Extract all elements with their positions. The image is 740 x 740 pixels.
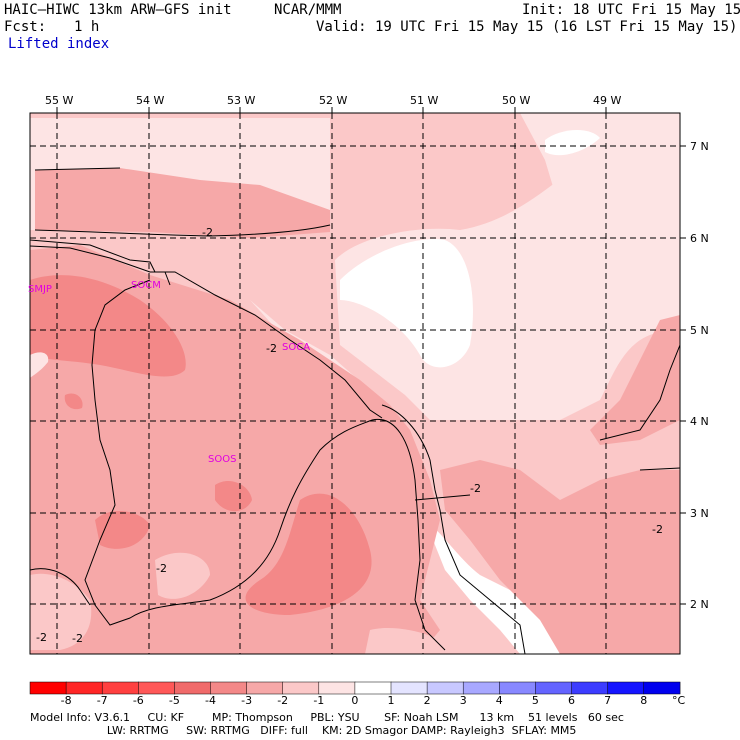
- colorbar-tick-label: -8: [61, 694, 72, 707]
- lon-label-55w: 55 W: [45, 94, 73, 107]
- colorbar-swatch: [535, 681, 573, 695]
- forecast-hour: 1 h: [74, 19, 100, 35]
- contour-label: -2: [266, 342, 277, 355]
- colorbar-tick-label: -3: [241, 694, 252, 707]
- lon-label-50w: 50 W: [502, 94, 530, 107]
- model-info-line1: Model Info: V3.6.1 CU: KF MP: Thompson P…: [30, 711, 624, 724]
- contour-label: -2: [652, 523, 663, 536]
- station-smjp: SMJP: [28, 284, 52, 295]
- colorbar-tick-label: 2: [424, 694, 431, 707]
- lat-label-4n: 4 N: [690, 415, 709, 428]
- axis-ticks: [56, 107, 686, 605]
- lon-label-49w: 49 W: [593, 94, 621, 107]
- colorbar-swatch: [607, 681, 645, 695]
- model-info-line2: LW: RRTMG SW: RRTMG DIFF: full KM: 2D Sm…: [30, 724, 577, 737]
- contour-label: -2: [156, 562, 167, 575]
- organization-label: NCAR/MMM: [274, 2, 342, 18]
- field-name: Lifted index: [8, 36, 110, 52]
- init-time: Init: 18 UTC Fri 15 May 15: [522, 2, 740, 18]
- coastlines-borders: [30, 167, 680, 654]
- colorbar-swatch: [571, 681, 609, 695]
- contour-label: -2: [470, 482, 481, 495]
- colorbar-tick-label: 7: [604, 694, 611, 707]
- lat-lon-grid: [30, 113, 680, 654]
- colorbar-tick-label: 1: [388, 694, 395, 707]
- lat-label-7n: 7 N: [690, 140, 709, 153]
- contour-label: -2: [72, 632, 83, 645]
- colorbar-tick-label: -5: [169, 694, 180, 707]
- colorbar: -8 -7 -6 -5 -4 -3 -2 -1 0 1 2 3 4 5 6 7 8: [29, 681, 681, 707]
- filled-field: [30, 113, 680, 654]
- contour-label: -2: [36, 631, 47, 644]
- colorbar-swatch: [101, 681, 139, 695]
- colorbar-tick-label: 0: [351, 694, 358, 707]
- colorbar-swatch: [354, 681, 392, 695]
- lon-label-53w: 53 W: [227, 94, 255, 107]
- map-frame: [29, 112, 681, 655]
- colorbar-swatch: [29, 681, 67, 695]
- colorbar-swatch: [462, 681, 500, 695]
- colorbar-swatch: [643, 681, 681, 695]
- colorbar-swatch: [282, 681, 320, 695]
- colorbar-swatch: [390, 681, 428, 695]
- station-soca: SOCA: [282, 342, 310, 353]
- station-socm: SOCM: [131, 280, 161, 291]
- station-soos: SOOS: [208, 454, 236, 465]
- lon-label-51w: 51 W: [410, 94, 438, 107]
- colorbar-swatch: [65, 681, 103, 695]
- lat-label-5n: 5 N: [690, 324, 709, 337]
- lat-label-3n: 3 N: [690, 507, 709, 520]
- colorbar-swatch: [318, 681, 356, 695]
- model-title: HAIC—HIWC 13km ARW—GFS init: [4, 2, 232, 18]
- colorbar-swatch: [499, 681, 536, 695]
- lat-label-6n: 6 N: [690, 232, 709, 245]
- colorbar-swatch: [426, 681, 464, 695]
- colorbar-tick-label: 3: [460, 694, 467, 707]
- colorbar-unit: °C: [672, 694, 686, 707]
- colorbar-tick-label: -7: [97, 694, 108, 707]
- lon-label-54w: 54 W: [136, 94, 164, 107]
- colorbar-tick-label: -6: [133, 694, 144, 707]
- forecast-label: Fcst:: [4, 19, 47, 35]
- colorbar-tick-label: -2: [277, 694, 288, 707]
- contour-label: -2: [202, 226, 213, 239]
- colorbar-swatch: [246, 681, 284, 695]
- colorbar-tick-label: 4: [496, 694, 503, 707]
- colorbar-tick-label: -1: [313, 694, 324, 707]
- colorbar-swatch: [210, 681, 248, 695]
- colorbar-tick-label: -4: [205, 694, 216, 707]
- colorbar-swatch: [174, 681, 212, 695]
- lon-label-52w: 52 W: [319, 94, 347, 107]
- valid-time: Valid: 19 UTC Fri 15 May 15 (16 LST Fri …: [316, 19, 738, 35]
- colorbar-swatch: [138, 681, 175, 695]
- colorbar-tick-label: 5: [532, 694, 539, 707]
- lat-label-2n: 2 N: [690, 598, 709, 611]
- colorbar-tick-label: 6: [568, 694, 575, 707]
- colorbar-tick-label: 8: [640, 694, 647, 707]
